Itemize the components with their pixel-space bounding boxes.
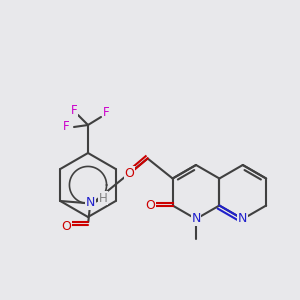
Text: N: N xyxy=(85,196,95,209)
Text: H: H xyxy=(99,191,108,205)
Text: O: O xyxy=(61,220,71,233)
Text: O: O xyxy=(146,199,156,212)
Text: F: F xyxy=(103,106,109,119)
Text: N: N xyxy=(191,212,201,226)
Text: N: N xyxy=(238,212,248,226)
Text: F: F xyxy=(71,104,77,118)
Text: F: F xyxy=(63,121,69,134)
Text: O: O xyxy=(125,167,135,180)
